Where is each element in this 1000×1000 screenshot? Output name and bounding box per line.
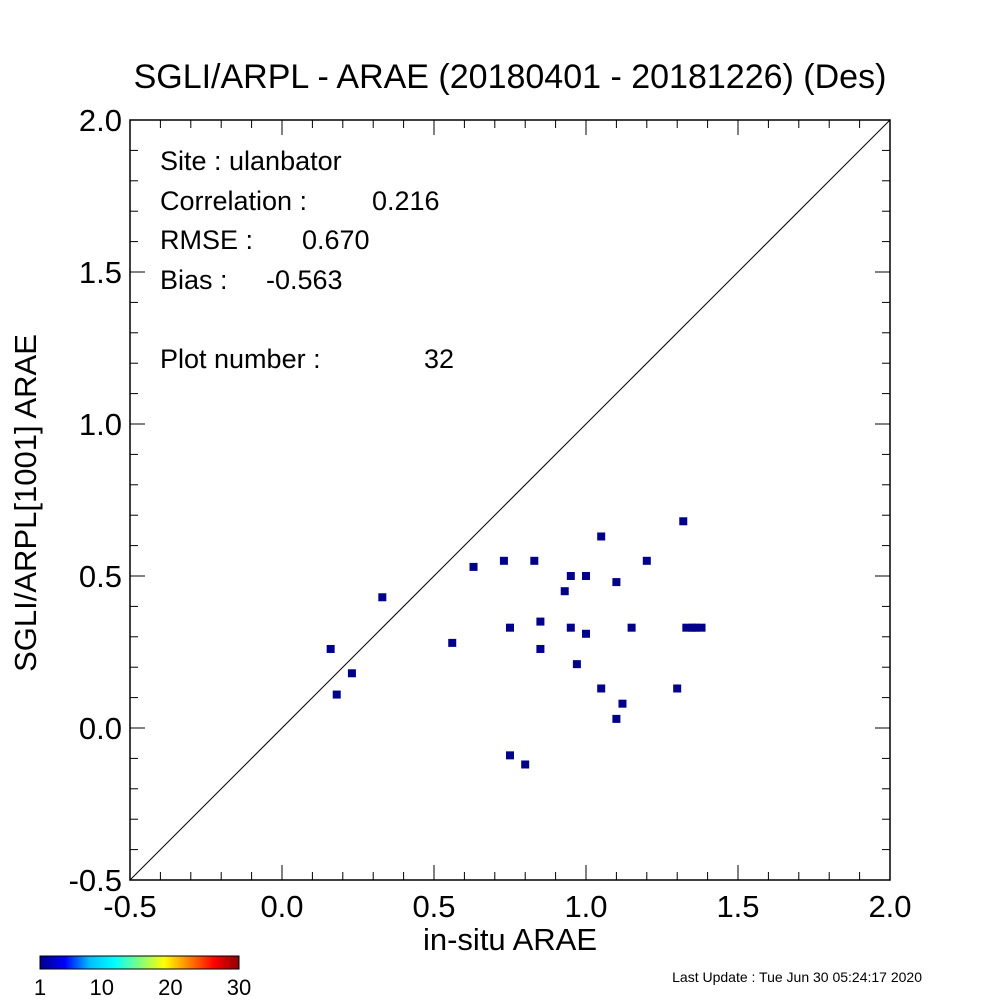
data-point	[566, 572, 575, 580]
data-point	[642, 556, 651, 565]
y-tick-label: 1.5	[79, 255, 122, 290]
one-to-one-line	[129, 119, 891, 881]
data-point	[582, 572, 590, 580]
data-point	[536, 644, 545, 653]
stat-correlation-label: Correlation :	[160, 186, 307, 216]
data-point	[618, 699, 627, 708]
data-point	[506, 623, 514, 632]
data-point	[332, 690, 341, 699]
data-point	[506, 751, 514, 760]
data-point	[572, 660, 581, 669]
data-point	[469, 562, 478, 571]
stat-rmse-value: 0.670	[302, 225, 370, 255]
colorbar-label: 10	[90, 975, 114, 1000]
plot-frame	[129, 119, 891, 881]
stat-site: Site : ulanbator	[160, 146, 342, 176]
data-point	[697, 623, 706, 632]
colorbar-label: 30	[227, 975, 251, 1000]
data-point	[597, 684, 606, 693]
stats-box: Site : ulanbator Correlation : 0.216 RMS…	[160, 146, 454, 374]
data-point	[566, 623, 575, 632]
data-point	[378, 593, 387, 602]
y-axis-label: SGLI/ARPL[1001] ARAE	[8, 334, 43, 672]
colorbar-label: 1	[34, 975, 46, 1000]
stat-plot-number-value: 32	[424, 344, 454, 374]
data-point	[627, 623, 636, 632]
colorbar-labels: 1 10 20 30	[34, 975, 251, 1000]
stat-bias-value: -0.563	[266, 265, 343, 295]
stat-correlation-value: 0.216	[372, 186, 440, 216]
data-point	[530, 556, 539, 565]
x-tick-label: 2.0	[868, 889, 911, 924]
stat-bias-label: Bias :	[160, 265, 228, 295]
data-point	[536, 617, 545, 626]
x-tick-label: 0.0	[260, 889, 303, 924]
data-point	[347, 669, 356, 678]
data-points	[326, 517, 706, 769]
data-point	[679, 517, 688, 526]
y-tick-label: 1.0	[79, 407, 122, 442]
data-point	[582, 629, 590, 638]
x-axis-label: in-situ ARAE	[423, 922, 597, 957]
data-point	[673, 684, 682, 693]
data-point	[326, 644, 335, 653]
data-point	[682, 623, 691, 632]
y-tick-label: -0.5	[69, 863, 122, 898]
colorbar-label: 20	[158, 975, 182, 1000]
stat-plot-number-label: Plot number :	[160, 344, 321, 374]
data-point	[612, 578, 621, 587]
y-tick-labels: -0.5 0.0 0.5 1.0 1.5 2.0	[69, 103, 122, 898]
data-point	[612, 714, 621, 723]
x-tick-label: 0.5	[412, 889, 455, 924]
x-tick-label: 1.0	[564, 889, 607, 924]
stat-rmse-label: RMSE :	[160, 225, 253, 255]
x-tick-labels: -0.5 0.0 0.5 1.0 1.5 2.0	[103, 889, 911, 924]
y-tick-label: 0.0	[79, 711, 122, 746]
y-tick-label: 2.0	[79, 103, 122, 138]
data-point	[597, 532, 606, 541]
x-tick-label: -0.5	[103, 889, 156, 924]
data-point	[448, 638, 457, 647]
y-tick-label: 0.5	[79, 559, 122, 594]
data-point	[691, 623, 700, 632]
last-update-text: Last Update : Tue Jun 30 05:24:17 2020	[672, 969, 922, 985]
data-point	[560, 587, 569, 596]
chart-title: SGLI/ARPL - ARAE (20180401 - 20181226) (…	[134, 58, 887, 96]
data-point	[499, 556, 508, 565]
colorbar	[39, 955, 240, 970]
data-point	[521, 760, 530, 769]
x-tick-label: 1.5	[716, 889, 759, 924]
